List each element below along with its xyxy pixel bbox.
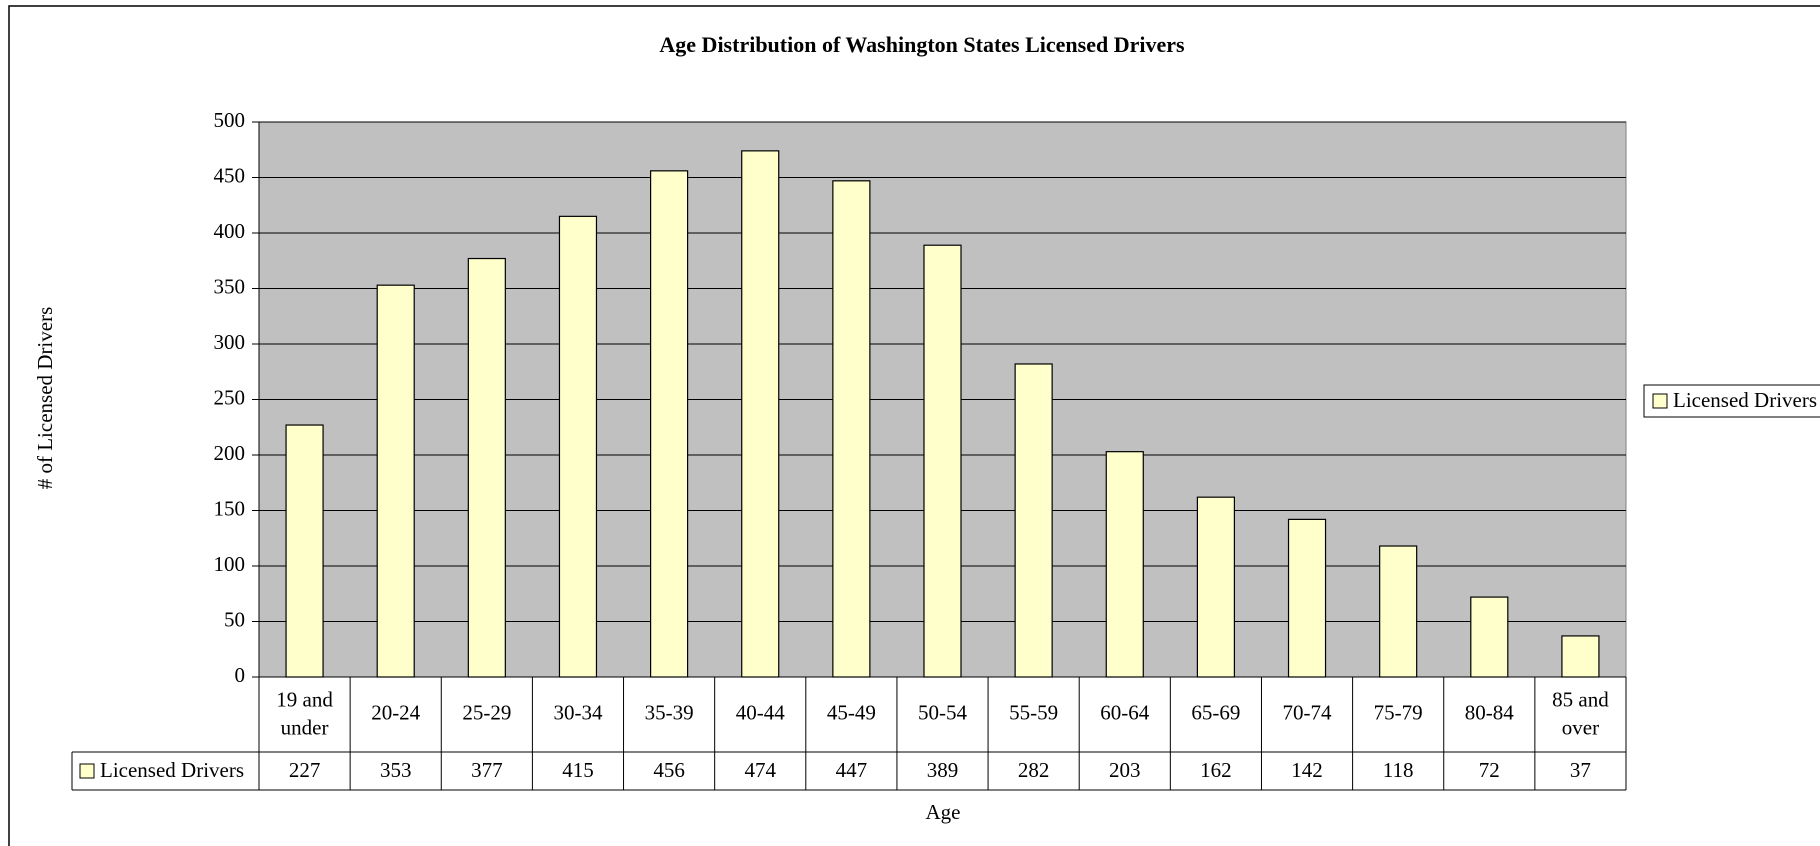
table-value: 447 [836, 758, 868, 782]
y-tick-label: 500 [214, 108, 246, 132]
bar [1014, 363, 1053, 678]
bar [1470, 596, 1509, 678]
table-legend-label: Licensed Drivers [100, 758, 244, 782]
bar [285, 424, 324, 678]
bar [832, 180, 871, 678]
bar [923, 244, 962, 678]
table-value: 474 [744, 758, 776, 782]
x-tick-line: over [1562, 715, 1599, 739]
y-tick-label: 100 [214, 552, 246, 576]
bar [558, 215, 598, 678]
x-tick-label: 65-69 [1191, 700, 1240, 724]
x-tick-label: 60-64 [1100, 700, 1149, 724]
table-value: 456 [653, 758, 685, 782]
y-tick-label: 50 [224, 607, 245, 631]
chart-frame [8, 5, 1820, 846]
x-tick-line: 85 and [1552, 687, 1609, 711]
x-tick-label: 20-24 [371, 700, 420, 724]
y-tick-label: 200 [214, 441, 246, 465]
table-value: 72 [1479, 758, 1500, 782]
table-value: 37 [1570, 758, 1591, 782]
y-axis-label: # of Licensed Drivers [33, 307, 57, 490]
x-tick-label: 45-49 [827, 700, 876, 724]
x-tick-label: 25-29 [462, 700, 511, 724]
x-tick-line: 19 and [276, 687, 333, 711]
table-value: 389 [927, 758, 959, 782]
x-tick-label: 70-74 [1283, 700, 1332, 724]
x-tick-label: 40-44 [736, 700, 785, 724]
bar [1379, 545, 1418, 678]
x-tick-line: under [281, 715, 329, 739]
x-tick-label: 55-59 [1009, 700, 1058, 724]
y-tick-label: 250 [214, 385, 246, 409]
x-axis-label: Age [926, 800, 961, 824]
bar [467, 257, 506, 678]
table-value: 377 [471, 758, 503, 782]
legend-swatch [79, 763, 95, 779]
y-tick-label: 150 [214, 496, 246, 520]
bar [1287, 518, 1327, 678]
bar [376, 284, 415, 678]
x-tick-label: 30-34 [553, 700, 602, 724]
table-value: 415 [562, 758, 594, 782]
y-tick-label: 450 [214, 163, 246, 187]
x-tick-label: 35-39 [645, 700, 694, 724]
legend-box [1643, 384, 1820, 418]
table-value: 162 [1200, 758, 1232, 782]
bar [649, 170, 689, 678]
chart-title: Age Distribution of Washington States Li… [659, 32, 1185, 57]
y-axis-label-group: # of Licensed Drivers [33, 307, 57, 490]
y-tick-label: 350 [214, 274, 246, 298]
bar [1105, 451, 1144, 678]
x-tick-label: 80-84 [1465, 700, 1514, 724]
bar [1561, 635, 1600, 678]
table-value: 142 [1291, 758, 1323, 782]
table-value: 203 [1109, 758, 1141, 782]
x-tick-label: 19 and under [276, 687, 333, 739]
x-tick-label: 85 and over [1552, 687, 1609, 739]
table-value: 118 [1383, 758, 1414, 782]
bar [1196, 496, 1236, 678]
y-tick-label: 400 [214, 219, 246, 243]
bar [741, 150, 780, 678]
table-value: 282 [1018, 758, 1050, 782]
x-tick-label: 75-79 [1374, 700, 1423, 724]
legend-label: Licensed Drivers [1673, 388, 1817, 412]
x-tick-label: 50-54 [918, 700, 967, 724]
table-value: 227 [289, 758, 321, 782]
table-value: 353 [380, 758, 412, 782]
y-tick-label: 300 [214, 330, 246, 354]
y-tick-label: 0 [235, 663, 246, 687]
legend-swatch [1652, 393, 1668, 409]
